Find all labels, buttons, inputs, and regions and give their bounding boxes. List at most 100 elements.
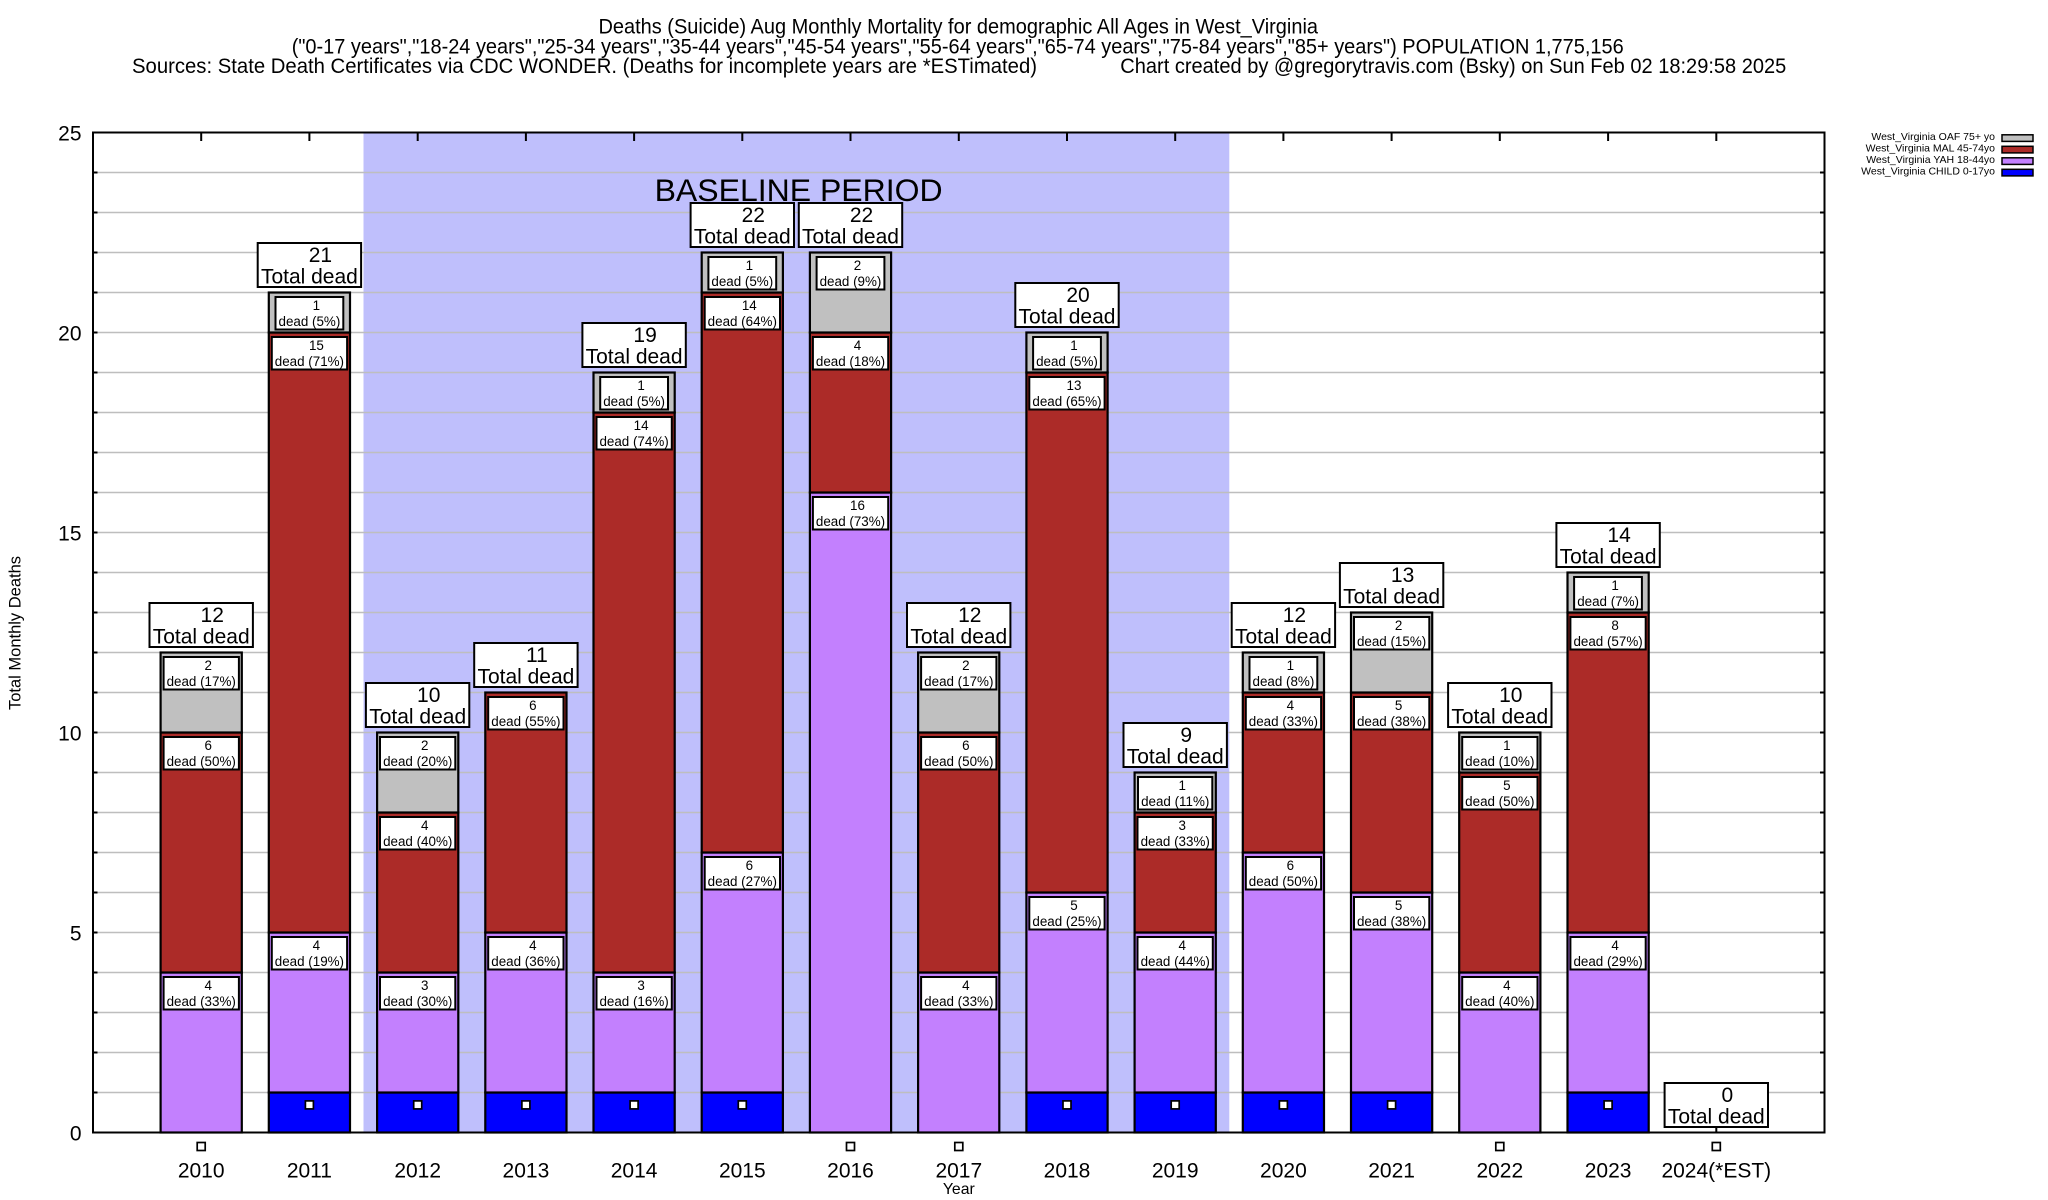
svg-text:13: 13 xyxy=(1391,564,1414,587)
svg-text:2: 2 xyxy=(1395,618,1402,633)
svg-text:4: 4 xyxy=(204,978,212,993)
svg-text:dead (15%): dead (15%) xyxy=(1357,634,1426,649)
svg-text:12: 12 xyxy=(1283,604,1306,627)
svg-text:dead (33%): dead (33%) xyxy=(1141,834,1210,849)
svg-text:10: 10 xyxy=(1499,684,1522,707)
svg-text:Total dead: Total dead xyxy=(1560,546,1657,569)
svg-text:3: 3 xyxy=(421,978,428,993)
svg-text:2016: 2016 xyxy=(827,1160,874,1183)
svg-text:Total dead: Total dead xyxy=(369,706,466,729)
svg-text:dead (17%): dead (17%) xyxy=(167,674,236,689)
svg-text:West_Virginia YAH 18-44yo: West_Virginia YAH 18-44yo xyxy=(1866,154,1995,166)
svg-text:21: 21 xyxy=(309,244,332,267)
svg-text:25: 25 xyxy=(58,123,81,146)
svg-text:Total dead: Total dead xyxy=(802,226,899,249)
svg-text:dead (50%): dead (50%) xyxy=(924,754,993,769)
svg-text:3: 3 xyxy=(1178,818,1185,833)
svg-text:dead (57%): dead (57%) xyxy=(1573,634,1642,649)
svg-text:1: 1 xyxy=(1611,578,1618,593)
svg-text:("0-17 years","18-24 years","2: ("0-17 years","18-24 years","25-34 years… xyxy=(292,35,1624,58)
svg-text:dead (27%): dead (27%) xyxy=(708,874,777,889)
svg-text:2011: 2011 xyxy=(287,1160,332,1183)
svg-text:16: 16 xyxy=(850,498,865,513)
svg-text:dead (71%): dead (71%) xyxy=(275,354,344,369)
svg-text:dead (29%): dead (29%) xyxy=(1573,954,1642,969)
svg-text:5: 5 xyxy=(1395,698,1402,713)
svg-text:2024(*EST): 2024(*EST) xyxy=(1661,1160,1771,1183)
svg-text:0: 0 xyxy=(70,1123,82,1146)
svg-text:4: 4 xyxy=(854,338,862,353)
svg-text:Total dead: Total dead xyxy=(694,226,791,249)
svg-text:dead (18%): dead (18%) xyxy=(816,354,885,369)
svg-text:Total dead: Total dead xyxy=(1235,626,1332,649)
svg-text:West_Virginia MAL 45-74yo: West_Virginia MAL 45-74yo xyxy=(1866,142,1996,154)
svg-text:1: 1 xyxy=(1287,658,1294,673)
svg-text:Total dead: Total dead xyxy=(1019,306,1116,329)
svg-text:4: 4 xyxy=(313,938,321,953)
svg-text:dead (17%): dead (17%) xyxy=(924,674,993,689)
svg-text:6: 6 xyxy=(962,738,969,753)
svg-text:dead (38%): dead (38%) xyxy=(1357,714,1426,729)
svg-text:dead (33%): dead (33%) xyxy=(167,994,236,1009)
svg-text:Total Monthly Deaths: Total Monthly Deaths xyxy=(7,556,25,710)
svg-text:20: 20 xyxy=(1066,284,1089,307)
svg-text:2: 2 xyxy=(854,258,861,273)
svg-text:9: 9 xyxy=(1180,724,1192,747)
svg-text:2: 2 xyxy=(962,658,969,673)
svg-text:dead (73%): dead (73%) xyxy=(816,514,885,529)
svg-text:4: 4 xyxy=(529,938,537,953)
svg-text:dead (25%): dead (25%) xyxy=(1032,914,1101,929)
svg-text:2: 2 xyxy=(204,658,211,673)
svg-text:dead (50%): dead (50%) xyxy=(1249,874,1318,889)
svg-text:Sources: State Death Certifica: Sources: State Death Certificates via CD… xyxy=(132,55,1037,78)
svg-text:4: 4 xyxy=(1503,978,1511,993)
svg-text:4: 4 xyxy=(962,978,970,993)
svg-text:2023: 2023 xyxy=(1585,1160,1632,1183)
svg-text:2022: 2022 xyxy=(1476,1160,1523,1183)
svg-text:dead (33%): dead (33%) xyxy=(924,994,993,1009)
svg-text:4: 4 xyxy=(1178,938,1186,953)
svg-text:19: 19 xyxy=(633,324,656,347)
svg-text:5: 5 xyxy=(1395,898,1402,913)
svg-text:6: 6 xyxy=(204,738,211,753)
svg-text:Year: Year xyxy=(943,1181,975,1198)
svg-text:22: 22 xyxy=(850,204,873,227)
svg-text:2020: 2020 xyxy=(1260,1160,1307,1183)
svg-text:14: 14 xyxy=(634,418,649,433)
svg-text:dead (40%): dead (40%) xyxy=(1465,994,1534,1009)
svg-text:6: 6 xyxy=(746,858,753,873)
svg-text:West_Virginia CHILD 0-17yo: West_Virginia CHILD 0-17yo xyxy=(1861,165,1995,177)
svg-text:dead (9%): dead (9%) xyxy=(820,274,882,289)
svg-text:3: 3 xyxy=(637,978,644,993)
svg-text:dead (5%): dead (5%) xyxy=(279,314,341,329)
svg-text:Total dead: Total dead xyxy=(1451,706,1548,729)
svg-text:14: 14 xyxy=(1607,524,1631,547)
svg-text:dead (30%): dead (30%) xyxy=(383,994,452,1009)
svg-text:dead (65%): dead (65%) xyxy=(1032,394,1101,409)
svg-text:dead (38%): dead (38%) xyxy=(1357,914,1426,929)
svg-text:15: 15 xyxy=(309,338,324,353)
svg-text:2017: 2017 xyxy=(935,1160,982,1183)
svg-text:Total dead: Total dead xyxy=(910,626,1007,649)
svg-text:Total dead: Total dead xyxy=(1343,586,1440,609)
svg-text:dead (36%): dead (36%) xyxy=(491,954,560,969)
svg-text:dead (33%): dead (33%) xyxy=(1249,714,1318,729)
svg-text:dead (74%): dead (74%) xyxy=(599,434,668,449)
svg-text:Chart created by @gregorytravi: Chart created by @gregorytravis.com (Bsk… xyxy=(1120,55,1786,78)
svg-text:dead (5%): dead (5%) xyxy=(711,274,773,289)
svg-text:dead (19%): dead (19%) xyxy=(275,954,344,969)
svg-text:Total dead: Total dead xyxy=(261,266,358,289)
svg-text:22: 22 xyxy=(742,204,765,227)
svg-text:4: 4 xyxy=(421,818,429,833)
svg-text:14: 14 xyxy=(742,298,757,313)
svg-text:5: 5 xyxy=(1070,898,1077,913)
svg-text:dead (50%): dead (50%) xyxy=(1465,794,1534,809)
svg-text:12: 12 xyxy=(958,604,981,627)
svg-text:4: 4 xyxy=(1611,938,1619,953)
svg-text:6: 6 xyxy=(529,698,536,713)
svg-text:1: 1 xyxy=(1070,338,1077,353)
svg-text:12: 12 xyxy=(201,604,224,627)
svg-text:15: 15 xyxy=(58,523,81,546)
svg-text:dead (8%): dead (8%) xyxy=(1253,674,1315,689)
svg-text:2010: 2010 xyxy=(178,1160,225,1183)
